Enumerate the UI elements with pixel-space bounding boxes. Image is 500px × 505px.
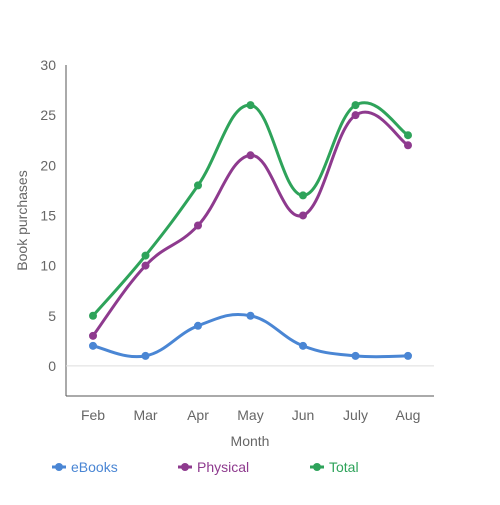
y-tick-label: 30 xyxy=(40,57,56,73)
series-ebooks xyxy=(89,311,412,360)
x-tick-label: Feb xyxy=(81,407,105,423)
data-point-total[interactable] xyxy=(351,101,360,110)
y-tick-label: 15 xyxy=(40,207,56,223)
data-point-ebooks[interactable] xyxy=(194,321,202,330)
data-point-total[interactable] xyxy=(246,101,255,110)
x-tick-label: Apr xyxy=(187,407,209,423)
legend-item-ebooks[interactable]: eBooks xyxy=(52,459,118,475)
data-point-physical[interactable] xyxy=(299,211,307,220)
series-line-ebooks xyxy=(92,313,409,359)
data-point-total[interactable] xyxy=(404,131,412,140)
y-tick-label: 5 xyxy=(48,308,56,324)
legend-item-physical[interactable]: Physical xyxy=(178,459,249,475)
data-point-physical[interactable] xyxy=(351,111,360,120)
x-tick-label: Aug xyxy=(396,407,421,423)
legend-swatch-marker xyxy=(55,463,63,471)
data-point-ebooks[interactable] xyxy=(246,311,255,320)
x-axis-title: Month xyxy=(231,433,270,449)
x-tick-label: Mar xyxy=(133,407,157,423)
data-point-ebooks[interactable] xyxy=(404,351,412,360)
data-point-ebooks[interactable] xyxy=(351,351,360,360)
y-tick-label: 20 xyxy=(40,157,56,173)
x-tick-labels: Feb Mar Apr May Jun July Aug xyxy=(81,407,421,423)
legend-item-total[interactable]: Total xyxy=(310,459,359,475)
x-tick-label: Jun xyxy=(292,407,315,423)
y-axis-title: Book purchases xyxy=(14,170,30,270)
y-tick-label: 0 xyxy=(48,358,56,374)
data-point-total[interactable] xyxy=(194,181,202,190)
legend-swatch-marker xyxy=(313,463,321,471)
series-line-total xyxy=(91,101,409,317)
legend-label: Physical xyxy=(197,459,249,475)
data-point-ebooks[interactable] xyxy=(299,341,307,350)
data-point-ebooks[interactable] xyxy=(141,351,150,360)
data-point-physical[interactable] xyxy=(246,151,255,160)
data-point-total[interactable] xyxy=(141,251,150,260)
data-point-ebooks[interactable] xyxy=(89,341,97,350)
data-point-total[interactable] xyxy=(89,311,97,320)
data-point-physical[interactable] xyxy=(404,141,412,150)
y-tick-labels: 0 5 10 15 20 25 30 xyxy=(40,57,56,374)
legend-label: Total xyxy=(329,459,359,475)
axes xyxy=(65,65,434,397)
data-point-physical[interactable] xyxy=(194,221,202,230)
x-tick-label: July xyxy=(343,407,368,423)
series xyxy=(89,101,412,360)
series-physical xyxy=(89,110,412,340)
data-point-total[interactable] xyxy=(299,191,307,200)
y-tick-label: 25 xyxy=(40,107,56,123)
x-tick-label: May xyxy=(237,407,263,423)
data-point-physical[interactable] xyxy=(141,261,150,270)
legend-swatch-marker xyxy=(181,463,189,471)
legend: eBooks Physical Total xyxy=(52,459,359,475)
data-point-physical[interactable] xyxy=(89,331,97,340)
y-tick-label: 10 xyxy=(40,258,56,274)
legend-label: eBooks xyxy=(71,459,118,475)
series-line-physical xyxy=(91,110,409,337)
series-total xyxy=(89,101,412,320)
